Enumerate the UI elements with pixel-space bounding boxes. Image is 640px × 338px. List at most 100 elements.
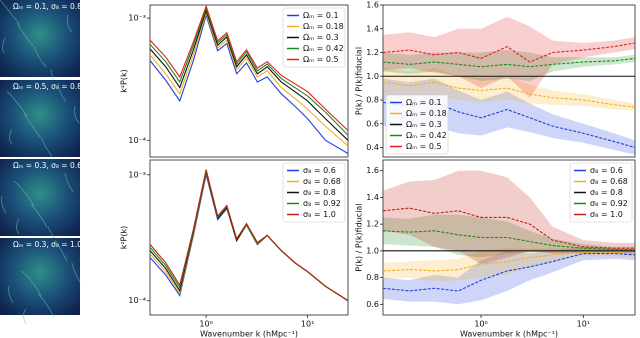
y-tick-label: 10⁻³: [128, 14, 146, 23]
y-tick-label: 1.6: [366, 166, 379, 175]
y-axis-label: k²P(k): [120, 226, 129, 250]
y-tick-label: 1.4: [366, 193, 379, 202]
legend-frame: [282, 7, 346, 68]
filament: [30, 203, 48, 228]
axes-frame: [382, 159, 636, 316]
series-line: [150, 5, 348, 132]
legend-label: Ωₘ = 0.5: [303, 55, 339, 64]
legend-label: σ₈ = 1.0: [590, 210, 623, 219]
filament: [9, 128, 13, 145]
legend-label: σ₈ = 0.6: [303, 166, 336, 175]
filament: [0, 0, 21, 26]
simulation-image: [0, 238, 80, 315]
legend-label: Ωₘ = 0.42: [303, 44, 344, 53]
filament: [20, 270, 42, 297]
error-band: [383, 16, 635, 98]
legend-label: σ₈ = 0.8: [590, 188, 623, 197]
legend-label: σ₈ = 1.0: [303, 210, 336, 219]
x-tick-label: 10⁰: [199, 320, 212, 329]
y-tick-label: 1.2: [366, 48, 379, 57]
y-tick-label: 0.6: [366, 300, 379, 309]
x-axis-label: Wavenumber k (hMpc⁻¹): [460, 330, 558, 338]
error-band: [383, 50, 635, 81]
legend-label: σ₈ = 0.92: [590, 199, 628, 208]
plot-area: [150, 5, 348, 154]
y-tick-label: 10⁻⁴: [128, 136, 146, 145]
y-tick-label: 0.8: [366, 273, 379, 282]
legend-label: σ₈ = 0.6: [590, 166, 623, 175]
legend-label: σ₈ = 0.68: [590, 177, 628, 186]
x-tick-label: 10⁰: [474, 320, 487, 329]
y-axis-label: P(k) / P(k)fiducial: [355, 203, 364, 271]
legend-frame: [385, 94, 449, 155]
legend-label: σ₈ = 0.92: [303, 199, 341, 208]
plot-area: [150, 169, 348, 302]
series-line: [150, 13, 348, 154]
y-tick-label: 0.8: [366, 96, 379, 105]
filament: [40, 136, 54, 159]
series-line: [383, 81, 635, 108]
filament: [16, 218, 20, 235]
y-tick-label: 1.2: [366, 220, 379, 229]
legend-label: Ωₘ = 0.1: [303, 11, 339, 20]
legend-label: Ωₘ = 0.5: [406, 142, 442, 151]
filament: [74, 105, 80, 124]
x-tick-label: 10¹: [577, 320, 590, 329]
x-tick-label: 10¹: [301, 320, 314, 329]
simulation-image: [0, 0, 80, 77]
filament: [33, 45, 47, 68]
image-label: Ωₘ = 0.3, σ₈ = 1.0: [13, 240, 82, 249]
image-label: Ωₘ = 0.3, σ₈ = 0.6: [13, 161, 82, 170]
axes-frame: [149, 159, 349, 316]
legend-frame: [282, 162, 346, 223]
y-tick-label: 0.6: [366, 119, 379, 128]
y-tick-label: 0.4: [366, 143, 379, 152]
y-axis-label: P(k) / P(k)fiducial: [355, 47, 364, 115]
legend-label: σ₈ = 0.8: [303, 188, 336, 197]
filament: [8, 285, 14, 304]
simulation-image: [0, 80, 80, 157]
filament: [64, 172, 74, 193]
legend-label: Ωₘ = 0.3: [303, 33, 339, 42]
filament: [13, 180, 35, 207]
y-tick-label: 1.6: [366, 1, 379, 10]
plot-area: [383, 16, 635, 155]
series-line: [150, 169, 348, 302]
filament: [67, 14, 73, 33]
legend-label: Ωₘ = 0.1: [406, 98, 442, 107]
filament: [57, 82, 67, 103]
simulation-images: Ωₘ = 0.1, σ₈ = 0.8 Ωₘ = 0.5, σ₈ = 0.8 Ωₘ =…: [0, 0, 82, 325]
y-tick-label: 10⁻⁴: [128, 296, 146, 305]
filament: [16, 22, 34, 47]
filament: [2, 37, 6, 54]
error-band: [383, 67, 635, 111]
filament: [37, 293, 55, 318]
filament: [6, 90, 28, 117]
filament: [23, 308, 27, 325]
y-tick-label: 10⁻³: [128, 170, 146, 179]
legend-label: Ωₘ = 0.18: [303, 22, 344, 31]
y-tick-label: 1.0: [366, 246, 379, 255]
legend-label: σ₈ = 0.68: [303, 177, 341, 186]
image-label: Ωₘ = 0.5, σ₈ = 0.8: [13, 82, 82, 91]
series-line: [383, 57, 635, 68]
series-line: [150, 11, 348, 147]
filament: [1, 195, 7, 214]
axes-frame: [382, 4, 636, 158]
filament: [54, 239, 68, 262]
legend-label: Ωₘ = 0.42: [406, 131, 447, 140]
series-line: [383, 230, 635, 251]
series-line: [383, 42, 635, 63]
filament: [23, 113, 41, 138]
axes-frame: [149, 4, 349, 158]
series-line: [150, 8, 348, 141]
legend-frame: [569, 162, 633, 223]
legend-label: Ωₘ = 0.18: [406, 109, 447, 118]
series-line: [383, 251, 635, 272]
y-axis-label: k²P(k): [120, 69, 129, 93]
simulation-image: [0, 159, 80, 236]
filament: [71, 262, 81, 283]
series-line: [150, 6, 348, 136]
legend-label: Ωₘ = 0.3: [406, 120, 442, 129]
